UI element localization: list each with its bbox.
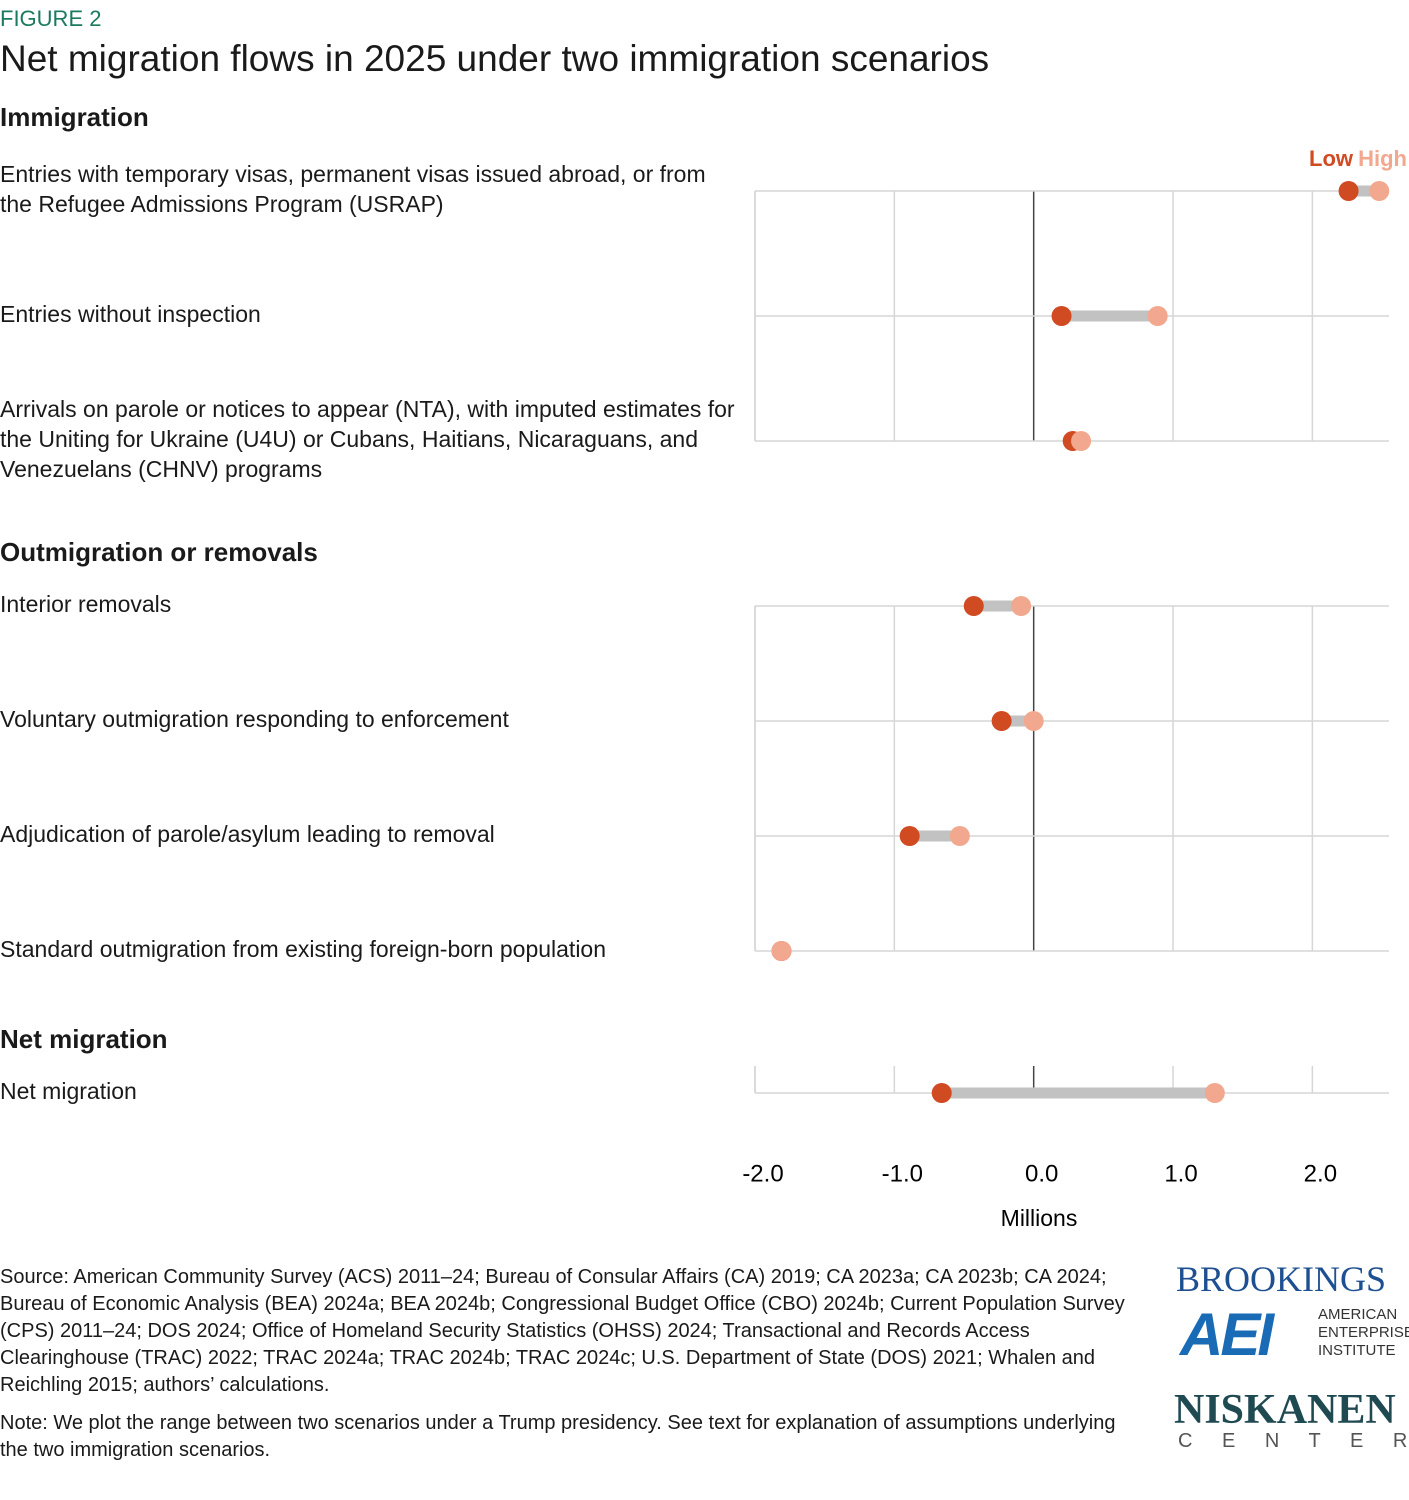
- category-label: Voluntary outmigration responding to enf…: [0, 706, 509, 732]
- low-dot: [931, 1083, 952, 1103]
- low-dot: [1338, 181, 1359, 201]
- x-tick-label: -2.0: [742, 1160, 783, 1187]
- brookings-logo: BROOKINGS: [1176, 1259, 1387, 1299]
- chart-title: Net migration flows in 2025 under two im…: [0, 38, 990, 79]
- category-label: Entries without inspection: [0, 301, 261, 327]
- niskanen-sub: C E N T E R: [1178, 1430, 1409, 1452]
- x-axis-label: Millions: [1001, 1205, 1078, 1231]
- figure-label: FIGURE 2: [0, 6, 102, 31]
- category-label: Interior removals: [0, 591, 172, 617]
- x-tick-label: -1.0: [882, 1160, 923, 1187]
- high-dot: [771, 941, 792, 961]
- category-label: Arrivals on parole or notices to appear …: [0, 396, 735, 482]
- niskanen-logo: NISKANEN: [1174, 1387, 1396, 1433]
- source-note: Source: American Community Survey (ACS) …: [0, 1266, 1125, 1396]
- section-title: Net migration: [0, 1024, 168, 1054]
- high-dot: [1147, 306, 1168, 326]
- category-label: Entries with temporary visas, permanent …: [0, 161, 706, 217]
- low-dot: [1051, 306, 1072, 326]
- high-dot: [1204, 1083, 1225, 1103]
- legend-label: High: [1358, 146, 1407, 171]
- section-title: Outmigration or removals: [0, 537, 318, 567]
- low-dot: [963, 596, 984, 616]
- x-tick-label: 1.0: [1164, 1160, 1197, 1187]
- high-dot: [949, 826, 970, 846]
- note: Note: We plot the range between two scen…: [0, 1412, 1116, 1461]
- x-tick-label: 2.0: [1304, 1160, 1337, 1187]
- category-label: Adjudication of parole/asylum leading to…: [0, 821, 495, 847]
- low-dot: [899, 826, 920, 846]
- legend-label: Low: [1309, 146, 1354, 171]
- category-label: Standard outmigration from existing fore…: [0, 936, 607, 962]
- high-dot: [1071, 431, 1092, 451]
- aei-name: AMERICAN ENTERPRISE INSTITUTE: [1318, 1306, 1409, 1359]
- low-dot: [991, 711, 1012, 731]
- section-title: Immigration: [0, 102, 149, 132]
- high-dot: [1023, 711, 1044, 731]
- x-tick-label: 0.0: [1025, 1160, 1058, 1187]
- high-dot: [1011, 596, 1032, 616]
- high-dot: [1369, 181, 1390, 201]
- aei-logo: AEI: [1180, 1301, 1274, 1368]
- category-label: Net migration: [0, 1078, 137, 1104]
